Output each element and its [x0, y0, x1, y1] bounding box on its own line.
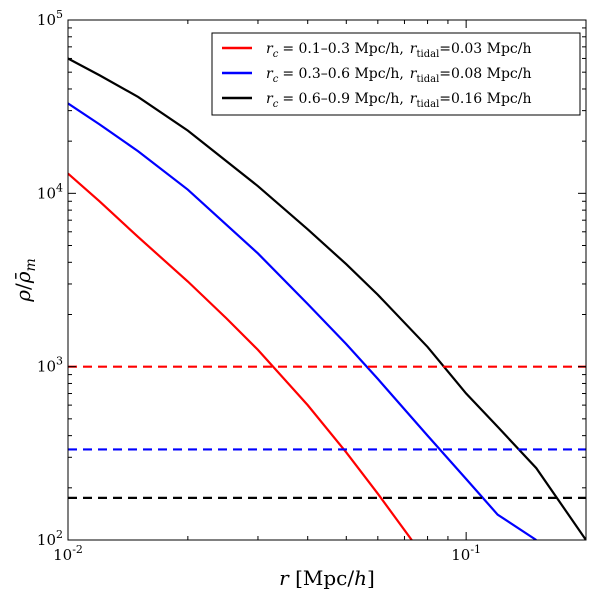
y-axis-label: ρ/ρ̄m — [11, 258, 39, 303]
x-tick-label: 10-1 — [451, 543, 481, 564]
profile-line-2 — [68, 102, 537, 540]
ticks-layer — [67, 19, 587, 541]
legend-box — [211, 32, 581, 116]
profile-line-3 — [68, 57, 586, 540]
legend: rc = 0.1–0.3 Mpc/h, rtidal=0.03 Mpc/h rc = 0… — [211, 32, 581, 116]
legend-label: rc = 0.6–0.9 Mpc/h, rtidal=0.16 Mpc/h — [266, 91, 532, 110]
legend-label: rc = 0.1–0.3 Mpc/h, rtidal=0.03 Mpc/h — [266, 41, 532, 60]
x-axis-label: r [Mpc/h] — [279, 566, 375, 590]
legend-label: rc = 0.3–0.6 Mpc/h, rtidal=0.08 Mpc/h — [266, 66, 532, 85]
tick-labels-layer: 10-2 10-1 102 103 104 105 — [37, 8, 481, 564]
profile-line-1 — [68, 172, 413, 540]
series-layer — [68, 57, 586, 540]
x-tick-label: 10-2 — [53, 543, 83, 564]
y-tick-label: 103 — [37, 355, 63, 376]
plot-frame — [67, 19, 587, 541]
y-tick-label: 104 — [37, 181, 63, 202]
y-tick-label: 105 — [37, 8, 63, 29]
y-tick-label: 102 — [37, 528, 63, 549]
